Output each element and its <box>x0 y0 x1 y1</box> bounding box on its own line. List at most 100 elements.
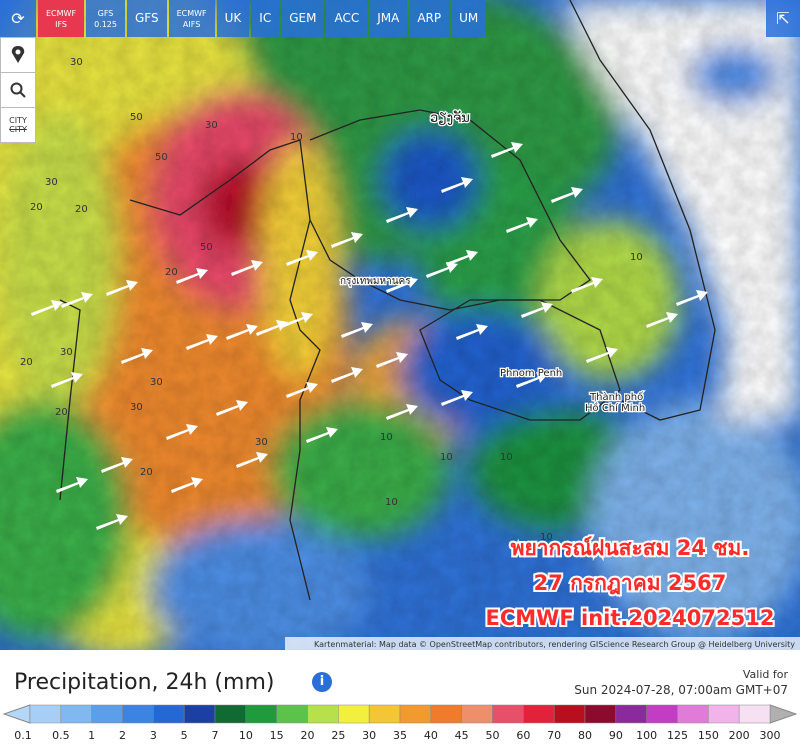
map-texture <box>0 0 800 650</box>
wind-arrow <box>186 334 218 350</box>
scale-tick-label: 20 <box>301 729 315 742</box>
place-label: Hồ Chí Minh <box>585 402 645 414</box>
contour-label: 20 <box>165 267 178 278</box>
scale-cell <box>677 704 709 724</box>
share-button[interactable]: ⇱ <box>766 0 800 37</box>
contour-label: 30 <box>205 120 218 131</box>
toolbar: ⟳ ECMWF IFS GFS 0.125 GFS ECMWF AIFS UK IC GEM ACC… <box>0 0 487 37</box>
scale-cell <box>553 704 586 724</box>
wind-arrow <box>286 250 318 266</box>
contour-label: 30 <box>70 57 83 68</box>
wind-arrow <box>226 324 258 340</box>
attribution-bg <box>285 637 800 650</box>
wind-arrow <box>646 312 678 328</box>
contour-label: 10 <box>385 497 398 508</box>
wind-arrow <box>56 477 88 493</box>
scale-cell <box>492 704 524 724</box>
wind-arrow <box>216 400 248 416</box>
model-label: ACC <box>334 11 360 25</box>
contour-label: 50 <box>130 112 143 123</box>
model-label: ECMWF <box>46 8 77 18</box>
wind-arrow <box>456 324 488 340</box>
wind-arrow <box>236 452 268 468</box>
wind-arrow <box>281 312 313 328</box>
scale-tick-label: 3 <box>150 729 157 742</box>
wind-arrow <box>446 250 478 266</box>
wind-arrow <box>176 268 208 284</box>
model-sub: 0.125 <box>94 19 117 29</box>
city-button[interactable]: CITY CITY <box>0 107 36 143</box>
model-button[interactable]: GFS 0.125 <box>86 0 125 37</box>
scale-cell <box>60 704 92 724</box>
wind-arrow <box>231 260 263 276</box>
model-button[interactable]: GEM <box>281 0 325 37</box>
wind-arrow <box>171 477 203 493</box>
scale-cell <box>430 704 462 724</box>
model-button[interactable]: UK <box>216 0 250 37</box>
wind-arrow <box>441 177 473 193</box>
contour-label: 30 <box>150 377 163 388</box>
contour-label: 10 <box>290 132 303 143</box>
contour-label: 30 <box>45 177 58 188</box>
place-label: Thành phố <box>589 391 643 403</box>
model-button[interactable]: ACC <box>326 0 368 37</box>
wind-arrow <box>96 514 128 530</box>
contour-label: 10 <box>630 252 643 263</box>
model-button[interactable]: JMA <box>369 0 408 37</box>
overlay-text: ECMWF init.2024072512 <box>486 606 775 630</box>
scale-tick-label: 10 <box>239 729 253 742</box>
scale-tick-label: 45 <box>455 729 469 742</box>
contour-label: 20 <box>140 467 153 478</box>
scale-tick-label: 90 <box>609 729 623 742</box>
model-button[interactable]: ECMWF AIFS <box>168 0 215 37</box>
model-button[interactable]: ECMWF IFS <box>38 0 85 37</box>
model-button[interactable]: IC <box>251 0 280 37</box>
wind-arrow <box>166 424 198 440</box>
valid-time: Sun 2024-07-28, 07:00am GMT+07 <box>574 683 788 697</box>
scale-tick-label: 200 <box>729 729 750 742</box>
model-button[interactable]: ARP <box>409 0 450 37</box>
model-button[interactable]: UM <box>451 0 487 37</box>
contour-label: 50 <box>200 242 213 253</box>
scale-cell <box>738 704 771 724</box>
wind-arrow <box>491 142 523 158</box>
scale-tick-label: 150 <box>698 729 719 742</box>
scale-cell <box>122 704 154 724</box>
scale-tick-label: 30 <box>362 729 376 742</box>
scale-tick-label: 7 <box>212 729 219 742</box>
wind-arrow <box>386 404 418 420</box>
wind-arrow <box>551 187 583 203</box>
scale-tick-label: 100 <box>636 729 657 742</box>
model-label: ECMWF <box>176 8 207 18</box>
model-button[interactable]: GFS <box>126 0 167 37</box>
wind-arrow <box>331 367 363 383</box>
scale-cell <box>91 704 123 724</box>
wind-arrow <box>506 217 538 233</box>
wind-arrow <box>306 427 338 443</box>
wind-arrow <box>676 290 708 306</box>
scale-cell <box>29 704 62 724</box>
scale-cell <box>615 704 647 724</box>
scale-tick-label: 80 <box>578 729 592 742</box>
scale-cell <box>307 704 339 724</box>
overlay-text: 27 กรกฎาคม 2567 <box>534 571 727 595</box>
wind-arrow <box>341 322 373 338</box>
wind-arrow <box>106 280 138 296</box>
refresh-button[interactable]: ⟳ <box>0 0 36 37</box>
scale-cell <box>646 704 678 724</box>
zoom-button[interactable] <box>0 72 36 108</box>
wind-arrow <box>51 372 83 388</box>
wind-arrow <box>441 390 473 406</box>
contour-label: 10 <box>500 452 513 463</box>
scale-cell <box>708 704 740 724</box>
wind-arrow <box>61 292 93 308</box>
wind-arrow <box>101 457 133 473</box>
model-label: GEM <box>289 11 317 25</box>
info-button[interactable]: i <box>312 672 332 692</box>
legend-panel: Precipitation, 24h (mm) i Valid for Sun … <box>0 650 800 748</box>
location-button[interactable] <box>0 37 36 73</box>
scale-tick-label: 125 <box>667 729 688 742</box>
wind-arrow <box>376 352 408 368</box>
attribution: Kartenmaterial: Map data © OpenStreetMap… <box>314 640 795 649</box>
